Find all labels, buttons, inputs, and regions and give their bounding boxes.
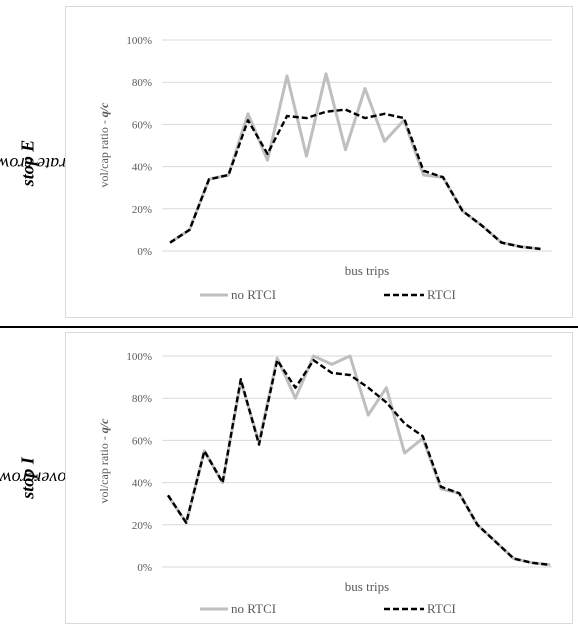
y-tick-label: 100%: [126, 351, 152, 363]
chart-stop-i: 0% 20% 40% 60% 80% 100% vol/cap ratio - q/c bus…: [97, 351, 552, 616]
legend-label-no-rtci: no RTCI: [231, 287, 276, 302]
y-axis-label: vol/cap ratio - q/c: [97, 102, 111, 188]
row-label-high: high overcrowding – stop I: [0, 328, 102, 628]
y-tick-label: 40%: [132, 478, 152, 490]
row-label-moderate: moderate crowding – stop E: [0, 0, 105, 326]
row-divider: [0, 326, 578, 328]
y-tick-label: 20%: [132, 520, 152, 532]
series-line-no-rtci: [169, 72, 541, 251]
series-line-rtci: [167, 359, 551, 567]
y-tick-label: 60%: [132, 435, 152, 447]
x-axis-label: bus trips: [345, 579, 389, 594]
chart-panel-stop-e: 0% 20% 40% 60% 80% 100% vol/cap ratio - q/c bus…: [65, 6, 573, 318]
legend-label-rtci: RTCI: [427, 601, 456, 616]
legend-label-no-rtci: no RTCI: [231, 601, 276, 616]
y-tick-label: 80%: [132, 77, 152, 89]
y-tick-label: 0%: [137, 246, 152, 258]
x-axis-label: bus trips: [345, 263, 389, 278]
legend-label-rtci: RTCI: [427, 287, 456, 302]
y-tick-label: 80%: [132, 393, 152, 405]
series-line-rtci: [169, 108, 541, 251]
chart-panel-stop-i: 0% 20% 40% 60% 80% 100% vol/cap ratio - q/c bus…: [65, 332, 573, 624]
y-tick-label: 0%: [137, 562, 152, 574]
chart-stop-e: 0% 20% 40% 60% 80% 100% vol/cap ratio - q/c bus…: [97, 35, 552, 302]
y-tick-label: 100%: [126, 35, 152, 47]
y-tick-label: 20%: [132, 204, 152, 216]
y-tick-label: 40%: [132, 162, 152, 174]
y-tick-label: 60%: [132, 119, 152, 131]
y-axis-label: vol/cap ratio - q/c: [97, 418, 111, 504]
